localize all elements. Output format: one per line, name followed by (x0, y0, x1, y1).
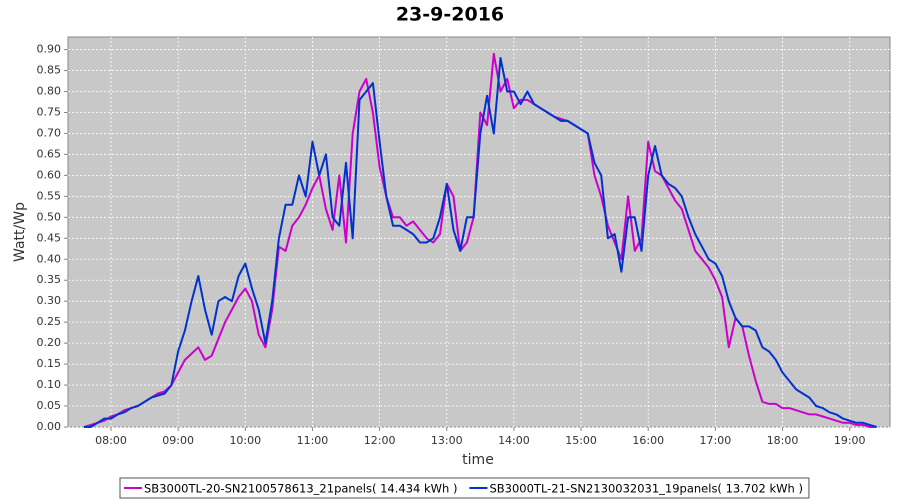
chart-title: 23-9-2016 (396, 4, 504, 26)
y-tick-label: 0.35 (37, 273, 62, 286)
y-tick-label: 0.75 (37, 105, 62, 118)
x-tick-label: 15:00 (565, 434, 597, 447)
series-line (83, 52, 877, 428)
legend-label: SB3000TL-21-SN2130032031_19panels( 13.70… (489, 482, 802, 496)
y-tick-label: 0.65 (37, 147, 62, 160)
legend-label: SB3000TL-20-SN2100578613_21panels( 14.43… (144, 482, 457, 496)
x-tick-label: 09:00 (162, 434, 194, 447)
x-axis-label: time (462, 452, 494, 468)
y-tick-label: 0.55 (37, 189, 62, 202)
series-line (84, 57, 877, 428)
x-tick-label: 17:00 (700, 434, 732, 447)
x-tick-label: 12:00 (364, 434, 396, 447)
y-tick-label: 0.25 (37, 315, 62, 328)
y-tick-label: 0.90 (37, 43, 62, 56)
x-tick-label: 16:00 (632, 434, 664, 447)
y-tick-label: 0.20 (37, 336, 62, 349)
x-tick-label: 10:00 (229, 434, 261, 447)
x-tick-label: 19:00 (834, 434, 866, 447)
plot-area (67, 36, 891, 428)
y-tick-label: 0.80 (37, 85, 62, 98)
x-tick-label: 14:00 (498, 434, 530, 447)
y-tick-label: 0.05 (37, 399, 62, 412)
x-tick-label: 18:00 (767, 434, 799, 447)
y-tick-label: 0.45 (37, 231, 62, 244)
y-tick-label: 0.40 (37, 252, 62, 265)
y-tick-label: 0.60 (37, 168, 62, 181)
y-tick-label: 0.85 (37, 64, 62, 77)
y-tick-label: 0.50 (37, 210, 62, 223)
x-tick-label: 13:00 (431, 434, 463, 447)
y-tick-label: 0.15 (37, 357, 62, 370)
y-tick-label: 0.00 (37, 420, 62, 433)
y-tick-label: 0.10 (37, 378, 62, 391)
y-tick-label: 0.70 (37, 126, 62, 139)
y-tick-label: 0.30 (37, 294, 62, 307)
x-tick-label: 11:00 (297, 434, 329, 447)
y-axis-label: Watt/Wp (12, 202, 28, 262)
x-tick-label: 08:00 (95, 434, 127, 447)
legend-box (119, 477, 810, 499)
